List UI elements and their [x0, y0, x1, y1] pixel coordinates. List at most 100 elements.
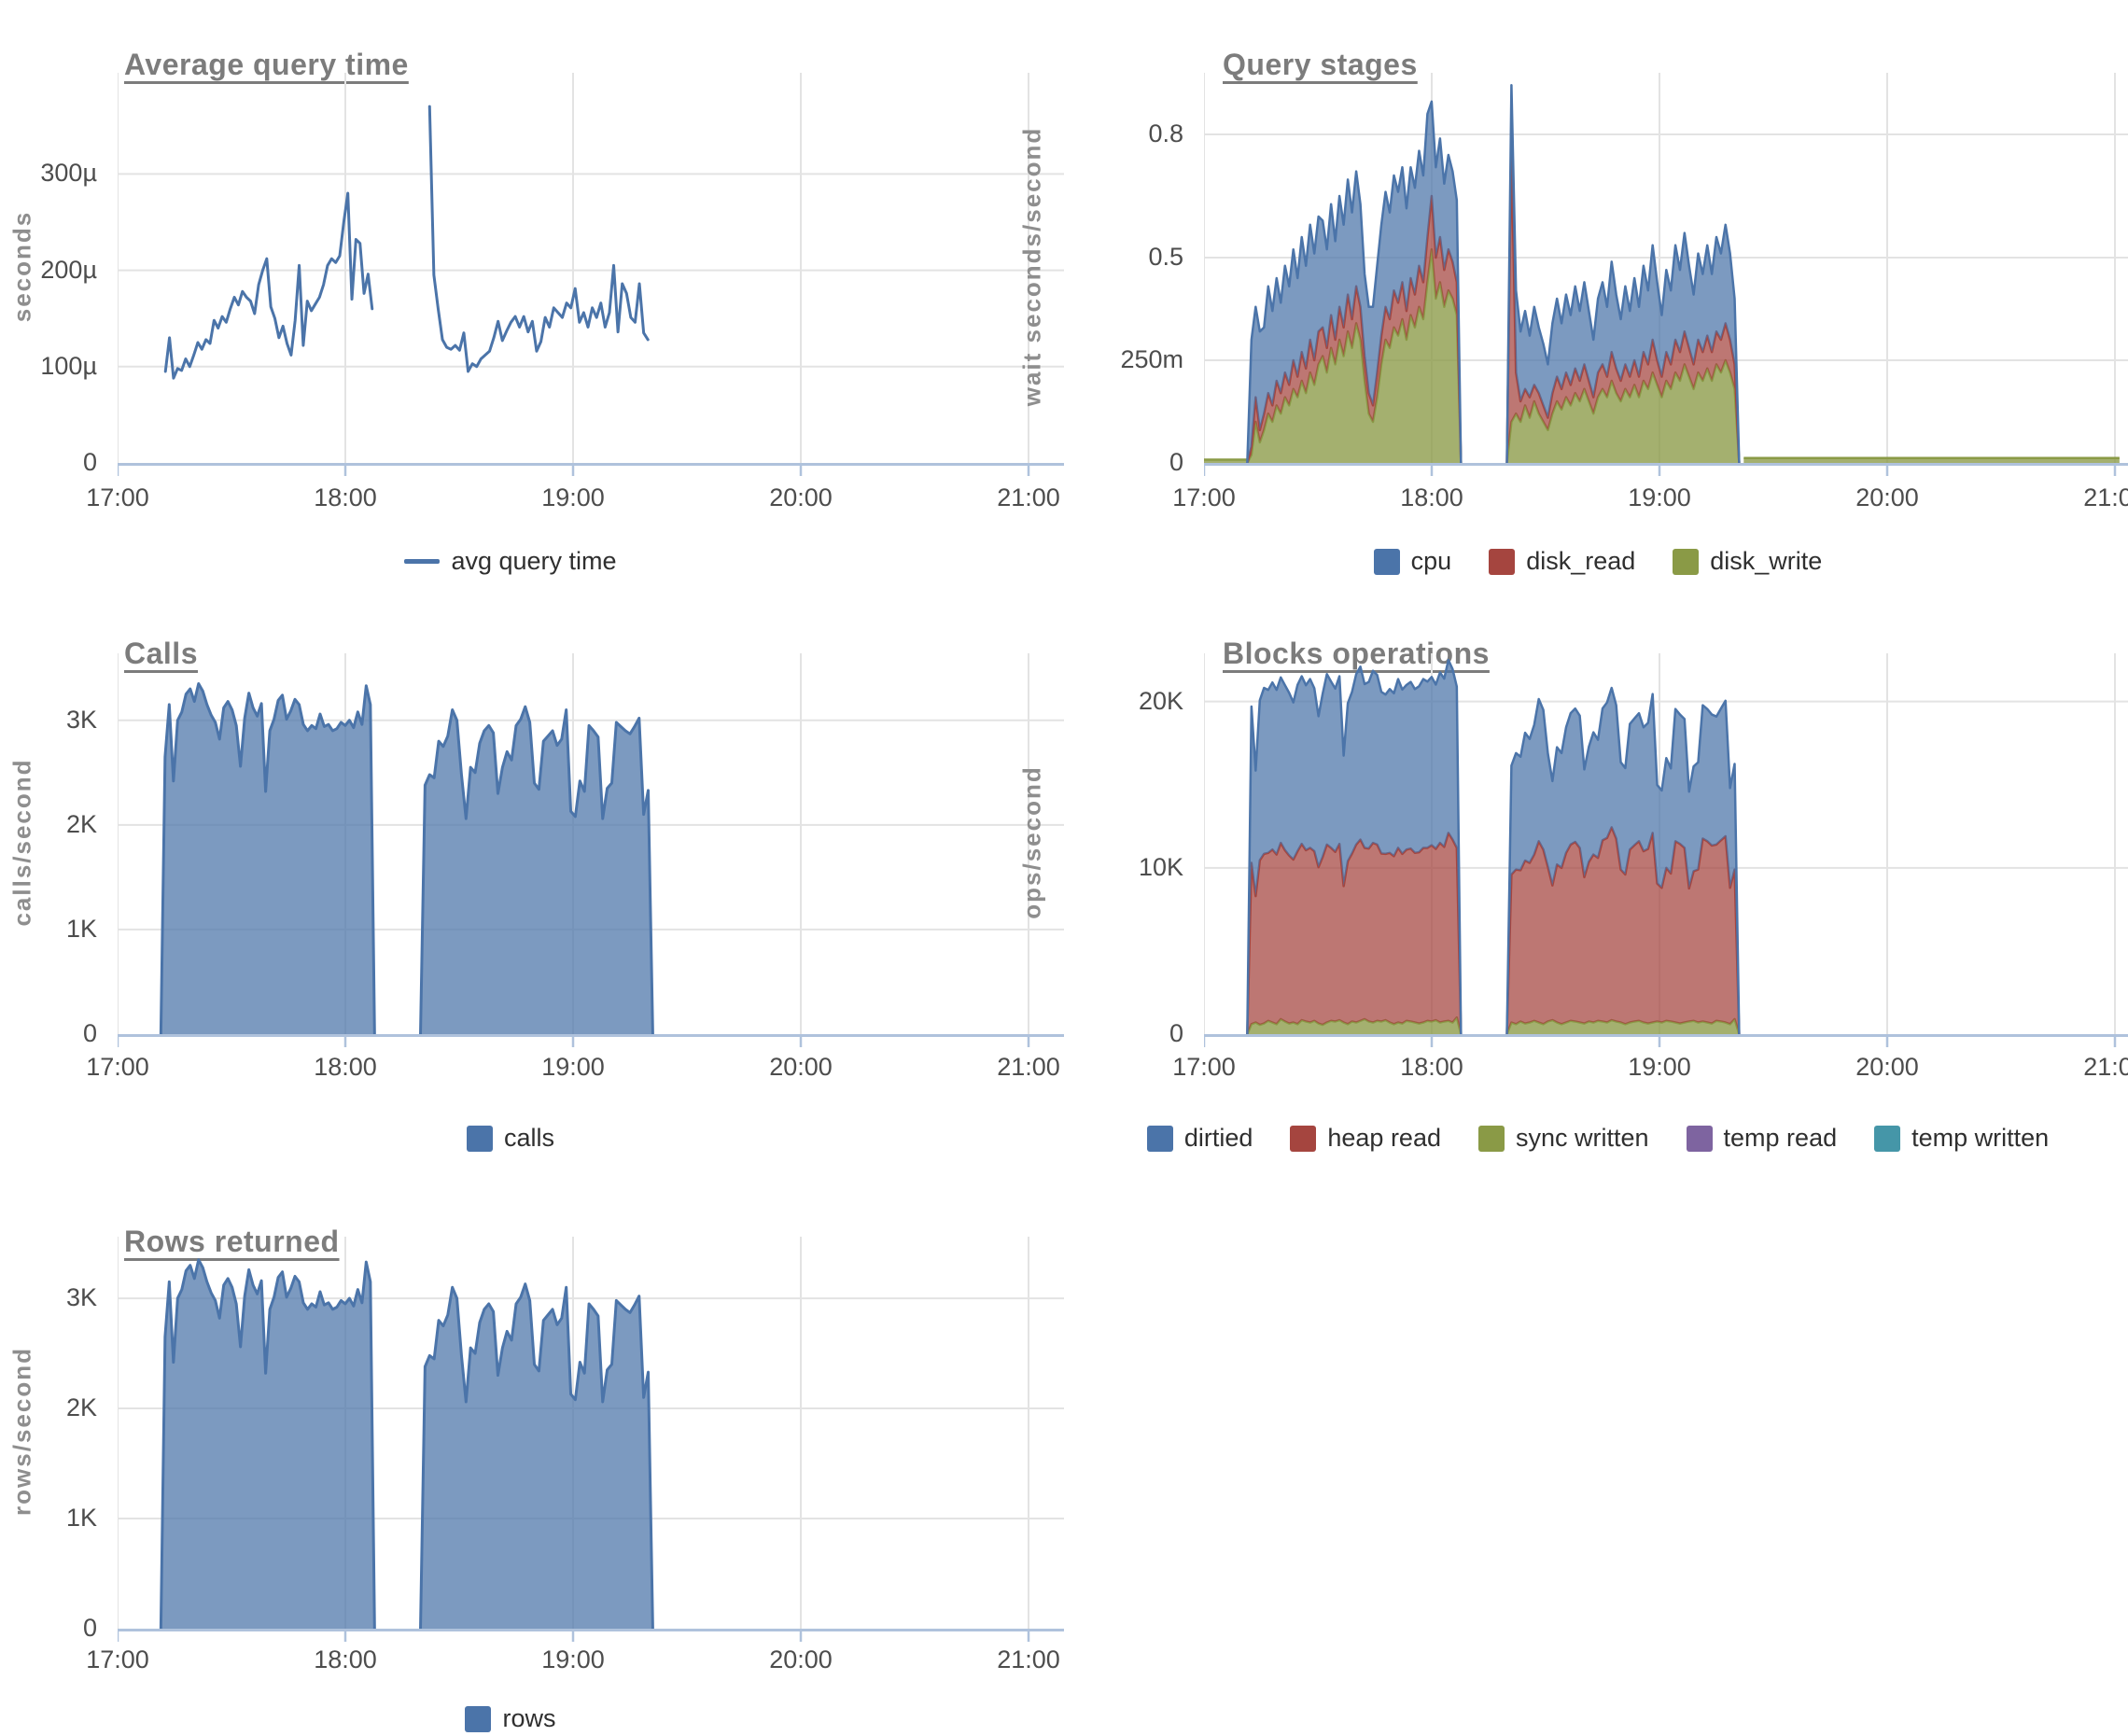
- x-tick-label: 21:00: [997, 483, 1060, 511]
- x-tick-label: 18:00: [314, 1645, 377, 1673]
- x-tick-label: 21:00: [2083, 1053, 2128, 1081]
- legend-item-sync-written: sync written: [1477, 1124, 1649, 1153]
- legend-label: sync written: [1515, 1124, 1649, 1152]
- series-line-calls: [419, 705, 654, 1035]
- legend-swatch-cpu: [1373, 548, 1400, 575]
- y-tick-label: 20K: [1138, 686, 1183, 715]
- legend-label: temp read: [1723, 1124, 1838, 1152]
- series-fill-calls: [420, 707, 653, 1034]
- series-line-calls: [159, 682, 376, 1035]
- series-fill-disk-read: [1247, 196, 1462, 463]
- y-tick-label: 2K: [65, 1393, 97, 1422]
- series-fill-cpu: [1506, 85, 1740, 463]
- legend-label: dirtied: [1183, 1124, 1253, 1152]
- legend-item-calls: calls: [466, 1124, 554, 1153]
- chart-title-query-stages[interactable]: Query stages: [1223, 47, 1418, 81]
- y-tick-label: 1K: [65, 914, 97, 943]
- series-fill-dirtied: [1506, 688, 1740, 1034]
- y-tick-label: 250m: [1120, 345, 1183, 373]
- x-tick-label: 20:00: [769, 1645, 833, 1673]
- plot-average-query-time: [118, 73, 1064, 476]
- x-tick-label: 17:00: [86, 1053, 149, 1081]
- y-tick-label: 300µ: [40, 159, 97, 188]
- x-tick-label: 18:00: [314, 483, 377, 511]
- legend-swatch-rows: [465, 1705, 492, 1732]
- y-tick-label: 0: [1169, 448, 1183, 476]
- legend-query-stages: cpu disk_read disk_write: [1085, 547, 2111, 576]
- plot-calls: [118, 653, 1064, 1047]
- x-tick-label: 20:00: [1855, 1053, 1919, 1081]
- y-tick-label: 2K: [65, 809, 97, 838]
- y-tick-label: 3K: [65, 705, 97, 734]
- x-tick-label: 17:00: [1172, 1053, 1236, 1081]
- legend-item-cpu: cpu: [1373, 547, 1452, 576]
- x-tick-label: 19:00: [541, 483, 605, 511]
- x-tick-label: 20:00: [769, 483, 833, 511]
- series-fill-dirtied: [1247, 660, 1462, 1034]
- x-tick-label: 17:00: [86, 1645, 149, 1673]
- legend-label: disk_write: [1710, 547, 1823, 575]
- x-tick-label: 19:00: [1628, 1053, 1691, 1081]
- legend-label: heap read: [1327, 1124, 1441, 1152]
- legend-calls: calls: [0, 1124, 1024, 1153]
- series-fill-calls: [161, 683, 375, 1034]
- series-line-dirtied: [1246, 658, 1463, 1035]
- chart-title-average-query-time[interactable]: Average query time: [124, 47, 409, 81]
- y-tick-label: 200µ: [40, 255, 97, 284]
- chart-title-rows-returned[interactable]: Rows returned: [124, 1224, 340, 1258]
- legend-item-temp-written: temp written: [1874, 1124, 2049, 1153]
- series-fill-heap-read: [1506, 827, 1740, 1034]
- legend-swatch-temp-read: [1686, 1125, 1713, 1152]
- legend-label: disk_read: [1526, 547, 1636, 575]
- x-tick-label: 21:00: [997, 1645, 1060, 1673]
- y-tick-label: 0: [82, 448, 97, 476]
- legend-label: calls: [503, 1124, 554, 1152]
- y-tick-label: 1K: [65, 1504, 97, 1533]
- legend-swatch-temp-written: [1874, 1125, 1901, 1152]
- legend-item-dirtied: dirtied: [1146, 1124, 1253, 1153]
- legend-swatch-disk-write: [1673, 548, 1700, 575]
- legend-item-temp-read: temp read: [1686, 1124, 1838, 1153]
- legend-swatch-sync-written: [1477, 1125, 1505, 1152]
- legend-average-query-time: avg query time: [0, 547, 1024, 576]
- series-fill-disk-write: [1247, 249, 1462, 463]
- series-line-cpu: [1246, 100, 1463, 464]
- y-axis-label: ops/second: [1017, 765, 1046, 919]
- x-tick-label: 19:00: [541, 1645, 605, 1673]
- x-tick-label: 18:00: [1400, 483, 1463, 511]
- chart-title-calls[interactable]: Calls: [124, 636, 198, 670]
- legend-label: rows: [502, 1704, 556, 1732]
- x-tick-label: 20:00: [1855, 483, 1919, 511]
- legend-swatch-avg-query-time: [404, 559, 441, 564]
- legend-label: temp written: [1911, 1124, 2050, 1152]
- series-fill-cpu: [1247, 101, 1462, 464]
- legend-rows-returned: rows: [0, 1704, 1024, 1733]
- y-tick-label: 0.5: [1148, 243, 1183, 271]
- plot-blocks-operations: [1204, 653, 2128, 1047]
- legend-blocks-operations: dirtied heap read sync written temp read tem…: [1085, 1124, 2111, 1153]
- y-axis-label: calls/second: [7, 758, 36, 927]
- chart-title-blocks-operations[interactable]: Blocks operations: [1223, 636, 1490, 670]
- x-tick-label: 19:00: [541, 1053, 605, 1081]
- plot-rows-returned: [118, 1237, 1064, 1642]
- legend-swatch-disk-read: [1489, 548, 1516, 575]
- series-fill-disk-write: [1506, 360, 1740, 463]
- x-tick-label: 21:00: [2083, 483, 2128, 511]
- series-avg-query-time: [427, 105, 650, 373]
- x-tick-label: 20:00: [769, 1053, 833, 1081]
- series-line-rows: [159, 1258, 376, 1630]
- series-fill-rows: [420, 1283, 653, 1629]
- x-tick-label: 18:00: [1400, 1053, 1463, 1081]
- legend-item-disk-write: disk_write: [1673, 547, 1822, 576]
- series-fill-disk-read: [1506, 150, 1740, 463]
- y-tick-label: 3K: [65, 1283, 97, 1312]
- x-tick-label: 17:00: [86, 483, 149, 511]
- legend-label: cpu: [1410, 547, 1452, 575]
- y-axis-label: wait seconds/second: [1017, 126, 1046, 407]
- series-fill-disk-write: [1743, 457, 2120, 463]
